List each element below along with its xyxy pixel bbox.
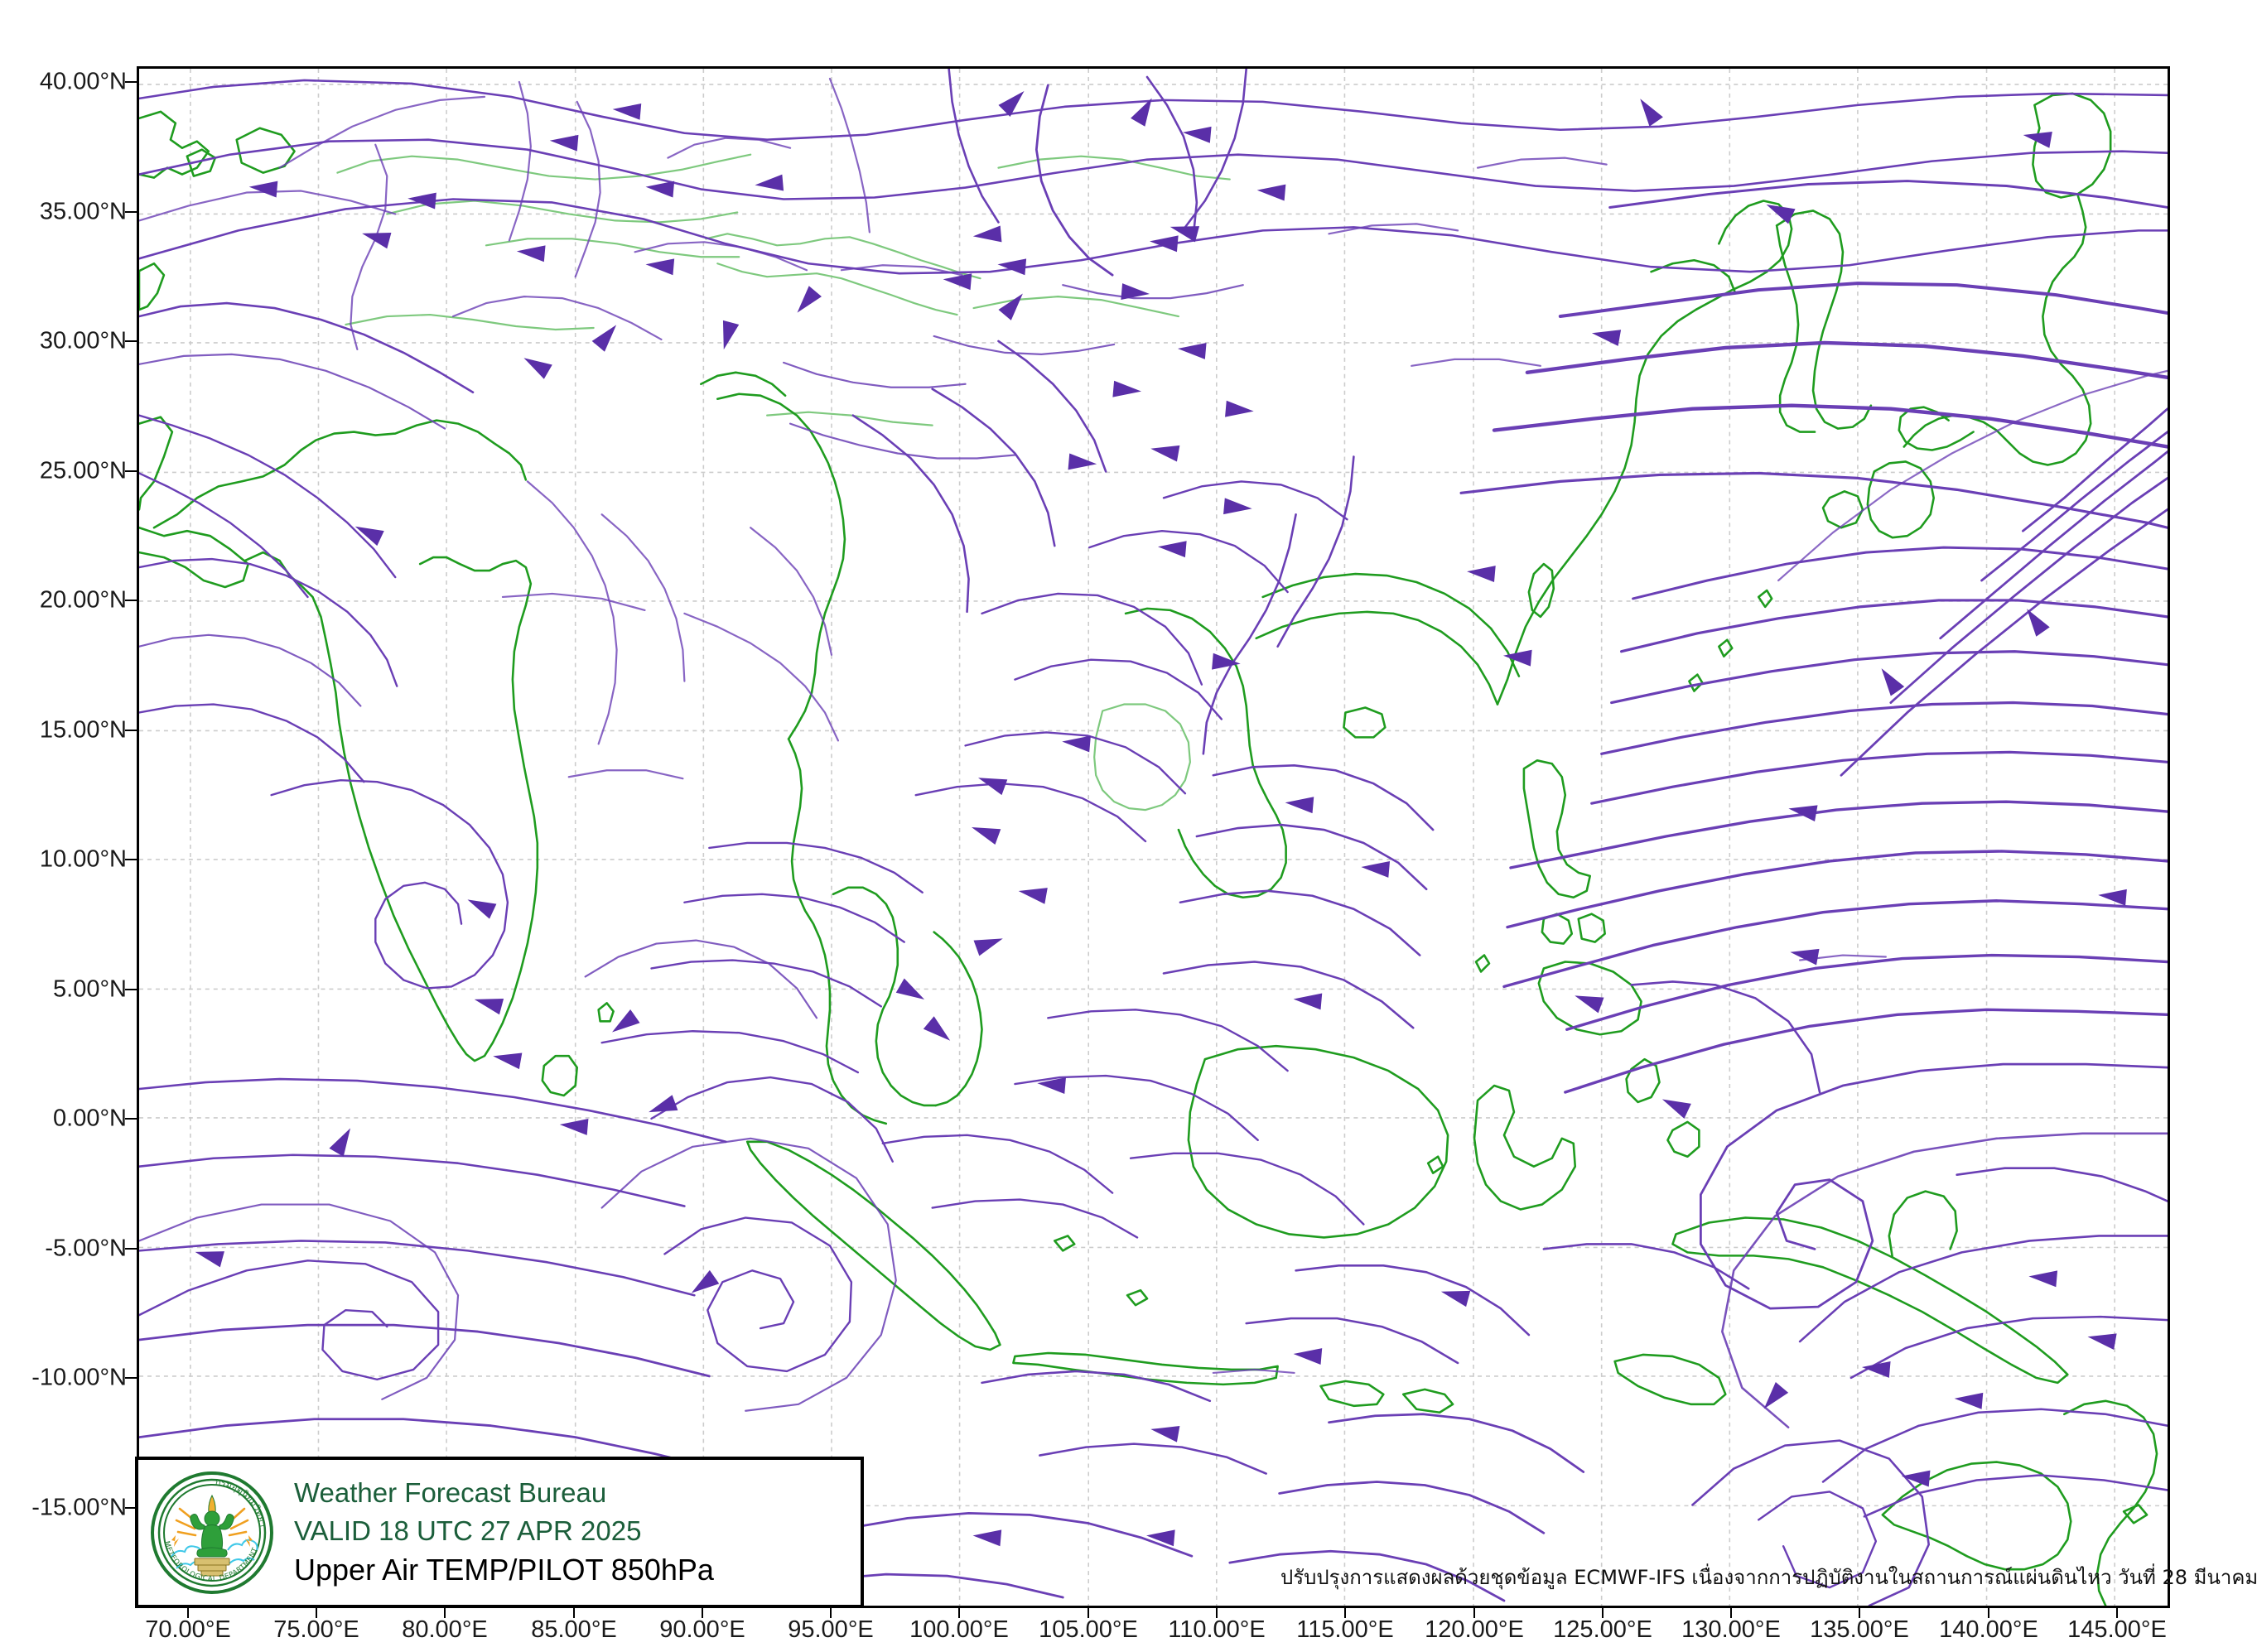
- x-tick-label: 120.00°E: [1425, 1616, 1524, 1643]
- legend-org-label: Weather Forecast Bureau: [294, 1477, 607, 1509]
- streamline-map-svg: [139, 69, 2168, 1606]
- y-tick-label: 15.00°N: [39, 716, 127, 744]
- x-tick-label: 110.00°E: [1168, 1616, 1266, 1643]
- y-tick-label: -5.00°N: [45, 1235, 127, 1262]
- tmd-seal-logo: กรมอุตุนิยมวิทยา METEOROLOGICAL DEPARTME…: [150, 1471, 274, 1595]
- coastlines: [139, 92, 2158, 1606]
- y-tick-label: -10.00°N: [31, 1364, 127, 1391]
- x-tick-label: 140.00°E: [1939, 1616, 2038, 1643]
- y-tick-label: 20.00°N: [39, 586, 127, 614]
- x-tick-label: 125.00°E: [1553, 1616, 1652, 1643]
- x-tick-label: 130.00°E: [1681, 1616, 1781, 1643]
- x-tick-label: 135.00°E: [1810, 1616, 1909, 1643]
- map-plot-area[interactable]: [137, 66, 2170, 1608]
- y-tick-label: 35.00°N: [39, 198, 127, 225]
- y-tick-label: -15.00°N: [31, 1494, 127, 1521]
- legend-text-block: Weather Forecast Bureau VALID 18 UTC 27 …: [294, 1475, 714, 1590]
- streamline-arrowheads: [195, 90, 2127, 1547]
- y-tick-label: 30.00°N: [39, 327, 127, 354]
- legend-box: กรมอุตุนิยมวิทยา METEOROLOGICAL DEPARTME…: [135, 1457, 864, 1608]
- streamlines: [139, 69, 2168, 1606]
- y-tick-label: 40.00°N: [39, 68, 127, 95]
- y-tick-label: 5.00°N: [53, 975, 127, 1003]
- x-tick-label: 145.00°E: [2067, 1616, 2167, 1643]
- x-tick-label: 70.00°E: [145, 1616, 231, 1643]
- x-tick-label: 105.00°E: [1039, 1616, 1138, 1643]
- x-tick-label: 80.00°E: [402, 1616, 488, 1643]
- x-tick-label: 115.00°E: [1296, 1616, 1394, 1643]
- y-tick-label: 25.00°N: [39, 457, 127, 484]
- y-tick-label: 0.00°N: [53, 1105, 127, 1132]
- x-tick-label: 95.00°E: [788, 1616, 874, 1643]
- legend-valid-label: VALID 18 UTC 27 APR 2025: [294, 1515, 642, 1546]
- x-tick-label: 75.00°E: [273, 1616, 359, 1643]
- y-tick-label: 10.00°N: [39, 845, 127, 873]
- data-source-footnote: ปรับปรุงการแสดงผลด้วยชุดข้อมูล ECMWF-IFS…: [1280, 1566, 2257, 1589]
- tmd-seal-icon: กรมอุตุนิยมวิทยา METEOROLOGICAL DEPARTME…: [151, 1471, 273, 1594]
- x-tick-label: 100.00°E: [909, 1616, 1009, 1643]
- x-tick-label: 90.00°E: [659, 1616, 745, 1643]
- x-tick-label: 85.00°E: [531, 1616, 617, 1643]
- map-gridlines: [139, 69, 2168, 1606]
- legend-product-label: Upper Air TEMP/PILOT 850hPa: [294, 1553, 714, 1587]
